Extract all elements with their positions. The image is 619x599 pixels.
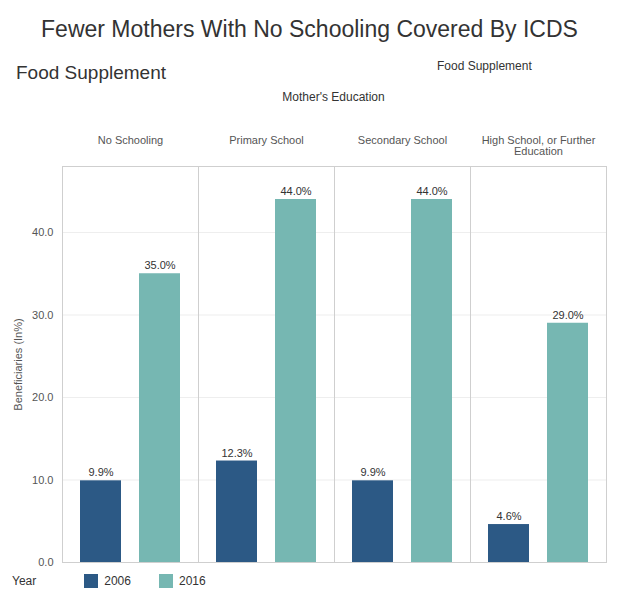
svg-text:44.0%: 44.0%: [416, 185, 447, 197]
svg-text:High School, or FurtherEducati: High School, or FurtherEducation: [482, 134, 596, 157]
svg-text:No Schooling: No Schooling: [98, 134, 163, 146]
svg-text:20.0: 20.0: [32, 391, 53, 403]
svg-text:Beneficiaries (In%): Beneficiaries (In%): [12, 318, 24, 410]
svg-text:Secondary School: Secondary School: [358, 134, 447, 146]
svg-text:30.0: 30.0: [32, 309, 53, 321]
svg-text:4.6%: 4.6%: [496, 510, 521, 522]
svg-text:40.0: 40.0: [32, 226, 53, 238]
svg-text:9.9%: 9.9%: [360, 466, 385, 478]
svg-text:44.0%: 44.0%: [280, 185, 311, 197]
html-text:Mother's Education: Mother's Education: [282, 90, 385, 104]
svg-text:Primary School: Primary School: [229, 134, 304, 146]
html-text:Food Supplement: Food Supplement: [16, 62, 166, 83]
svg-text:0.0: 0.0: [38, 556, 53, 568]
svg-text:12.3%: 12.3%: [221, 447, 252, 459]
html-text:2016: 2016: [179, 574, 206, 588]
svg-text:9.9%: 9.9%: [88, 466, 113, 478]
html-text:2006: 2006: [104, 574, 131, 588]
html-text:Food Supplement: Food Supplement: [437, 59, 532, 73]
svg-text:35.0%: 35.0%: [144, 259, 175, 271]
svg-text:29.0%: 29.0%: [552, 309, 583, 321]
html-text:Fewer Mothers With No Schoolin: Fewer Mothers With No Schooling Covered …: [41, 16, 578, 42]
svg-text:10.0: 10.0: [32, 474, 53, 486]
html-text:Year: Year: [12, 574, 37, 588]
